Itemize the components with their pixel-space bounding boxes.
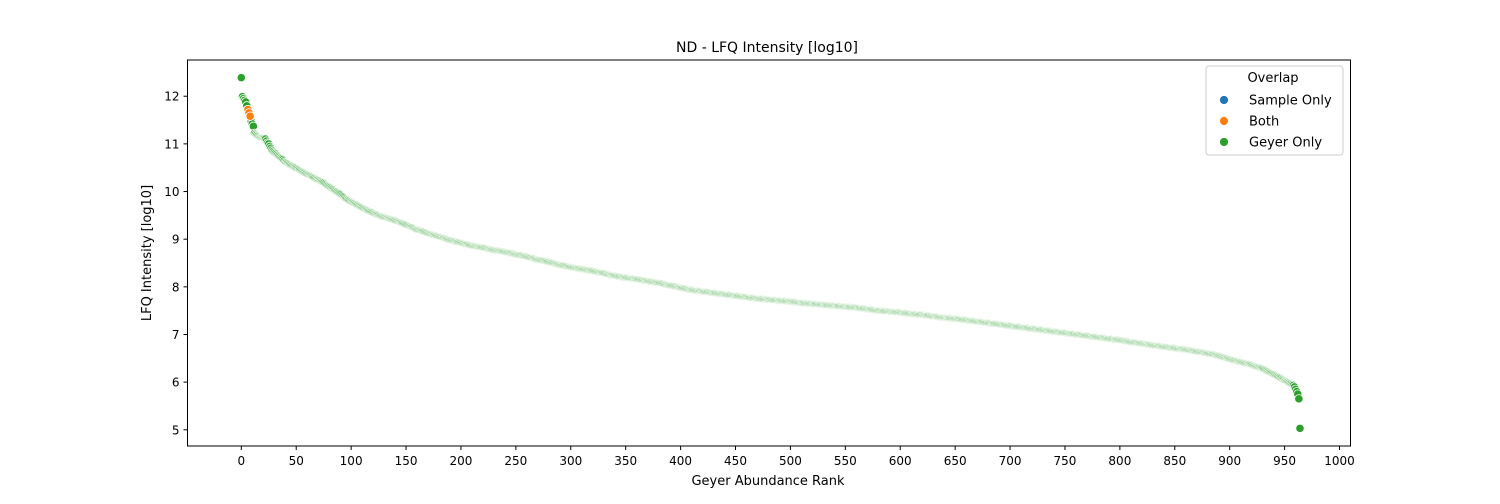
- x-tick-label: 450: [724, 454, 747, 468]
- x-tick-label: 300: [559, 454, 582, 468]
- point-geyer-only: [236, 73, 246, 83]
- x-axis-label: Geyer Abundance Rank: [691, 474, 845, 489]
- legend-label-geyer-only: Geyer Only: [1249, 136, 1322, 151]
- plot-frame: [187, 59, 1351, 447]
- legend-label-sample-only: Sample Only: [1249, 94, 1332, 109]
- x-tick-label: 750: [1054, 454, 1077, 468]
- legend-label-both: Both: [1249, 115, 1279, 130]
- x-tick-label: 350: [614, 454, 637, 468]
- x-tick-label: 200: [450, 454, 473, 468]
- x-tick-label: 600: [889, 454, 912, 468]
- x-tick-label: 150: [395, 454, 418, 468]
- legend-title: Overlap: [1247, 71, 1298, 86]
- y-tick-label: 8: [172, 280, 180, 294]
- x-tick-label: 1000: [1324, 454, 1355, 468]
- x-tick-label: 500: [779, 454, 802, 468]
- y-axis-label: LFQ Intensity [log10]: [140, 185, 155, 321]
- point-geyer-only: [1294, 394, 1304, 404]
- y-tick-label: 5: [172, 423, 180, 437]
- legend-marker-both: [1219, 116, 1229, 126]
- x-tick-label: 400: [669, 454, 692, 468]
- x-tick-label: 250: [504, 454, 527, 468]
- legend: Overlap Sample Only Both Geyer Only: [1205, 65, 1344, 156]
- legend-entry-geyer-only: Geyer Only: [1219, 136, 1322, 151]
- x-tick-label: 0: [237, 454, 245, 468]
- x-tick-label: 900: [1218, 454, 1241, 468]
- y-tick-label: 9: [172, 233, 180, 247]
- y-tick-label: 10: [164, 185, 179, 199]
- y-tick-label: 7: [172, 328, 180, 342]
- legend-box: [1205, 65, 1344, 156]
- x-tick-label: 100: [340, 454, 363, 468]
- y-tick-label: 6: [172, 376, 180, 390]
- y-axis: 5 6 7 8 9 10 11 12: [164, 90, 188, 437]
- y-tick-label: 11: [164, 137, 179, 151]
- data-points: [236, 73, 1305, 433]
- x-tick-label: 850: [1163, 454, 1186, 468]
- legend-entry-both: Both: [1219, 115, 1279, 130]
- y-tick-label: 12: [164, 90, 179, 104]
- x-tick-label: 650: [944, 454, 967, 468]
- x-axis: 0 50 100 150 200 250 300 350 400 450 500 550 600 650 7…: [237, 446, 1355, 468]
- x-tick-label: 950: [1273, 454, 1296, 468]
- x-tick-label: 50: [289, 454, 304, 468]
- chart-title: ND - LFQ Intensity [log10]: [676, 40, 858, 56]
- x-tick-label: 800: [1108, 454, 1131, 468]
- point-geyer-only: [1295, 423, 1305, 433]
- point-both: [245, 111, 255, 121]
- legend-entry-sample-only: Sample Only: [1219, 94, 1332, 109]
- x-tick-label: 550: [834, 454, 857, 468]
- legend-marker-geyer-only: [1219, 137, 1229, 147]
- legend-marker-sample-only: [1219, 95, 1229, 105]
- x-tick-label: 700: [999, 454, 1022, 468]
